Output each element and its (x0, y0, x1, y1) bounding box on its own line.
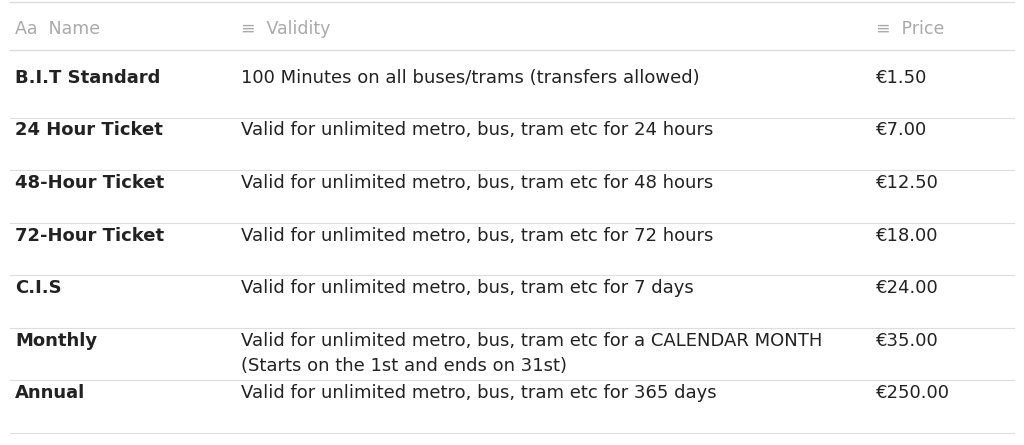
Text: €7.00: €7.00 (876, 121, 927, 139)
Text: Aa  Name: Aa Name (15, 20, 100, 38)
Text: Valid for unlimited metro, bus, tram etc for 48 hours: Valid for unlimited metro, bus, tram etc… (241, 174, 713, 192)
Text: Valid for unlimited metro, bus, tram etc for a CALENDAR MONTH
(Starts on the 1st: Valid for unlimited metro, bus, tram etc… (241, 332, 822, 375)
Text: €1.50: €1.50 (876, 69, 927, 87)
Text: Monthly: Monthly (15, 332, 97, 349)
Text: €24.00: €24.00 (876, 279, 938, 297)
Text: €35.00: €35.00 (876, 332, 938, 349)
Text: C.I.S: C.I.S (15, 279, 62, 297)
Text: Valid for unlimited metro, bus, tram etc for 7 days: Valid for unlimited metro, bus, tram etc… (241, 279, 693, 297)
Text: Valid for unlimited metro, bus, tram etc for 24 hours: Valid for unlimited metro, bus, tram etc… (241, 121, 713, 139)
Text: 72-Hour Ticket: 72-Hour Ticket (15, 227, 165, 244)
Text: 48-Hour Ticket: 48-Hour Ticket (15, 174, 165, 192)
Text: Valid for unlimited metro, bus, tram etc for 72 hours: Valid for unlimited metro, bus, tram etc… (241, 227, 713, 244)
Text: 24 Hour Ticket: 24 Hour Ticket (15, 121, 163, 139)
Text: ≡  Validity: ≡ Validity (241, 20, 330, 38)
Text: €250.00: €250.00 (876, 384, 949, 402)
Text: ≡  Price: ≡ Price (876, 20, 944, 38)
Text: B.I.T Standard: B.I.T Standard (15, 69, 161, 87)
Text: €18.00: €18.00 (876, 227, 938, 244)
Text: 100 Minutes on all buses/trams (transfers allowed): 100 Minutes on all buses/trams (transfer… (241, 69, 699, 87)
Text: Valid for unlimited metro, bus, tram etc for 365 days: Valid for unlimited metro, bus, tram etc… (241, 384, 716, 402)
Text: €12.50: €12.50 (876, 174, 938, 192)
Text: Annual: Annual (15, 384, 86, 402)
